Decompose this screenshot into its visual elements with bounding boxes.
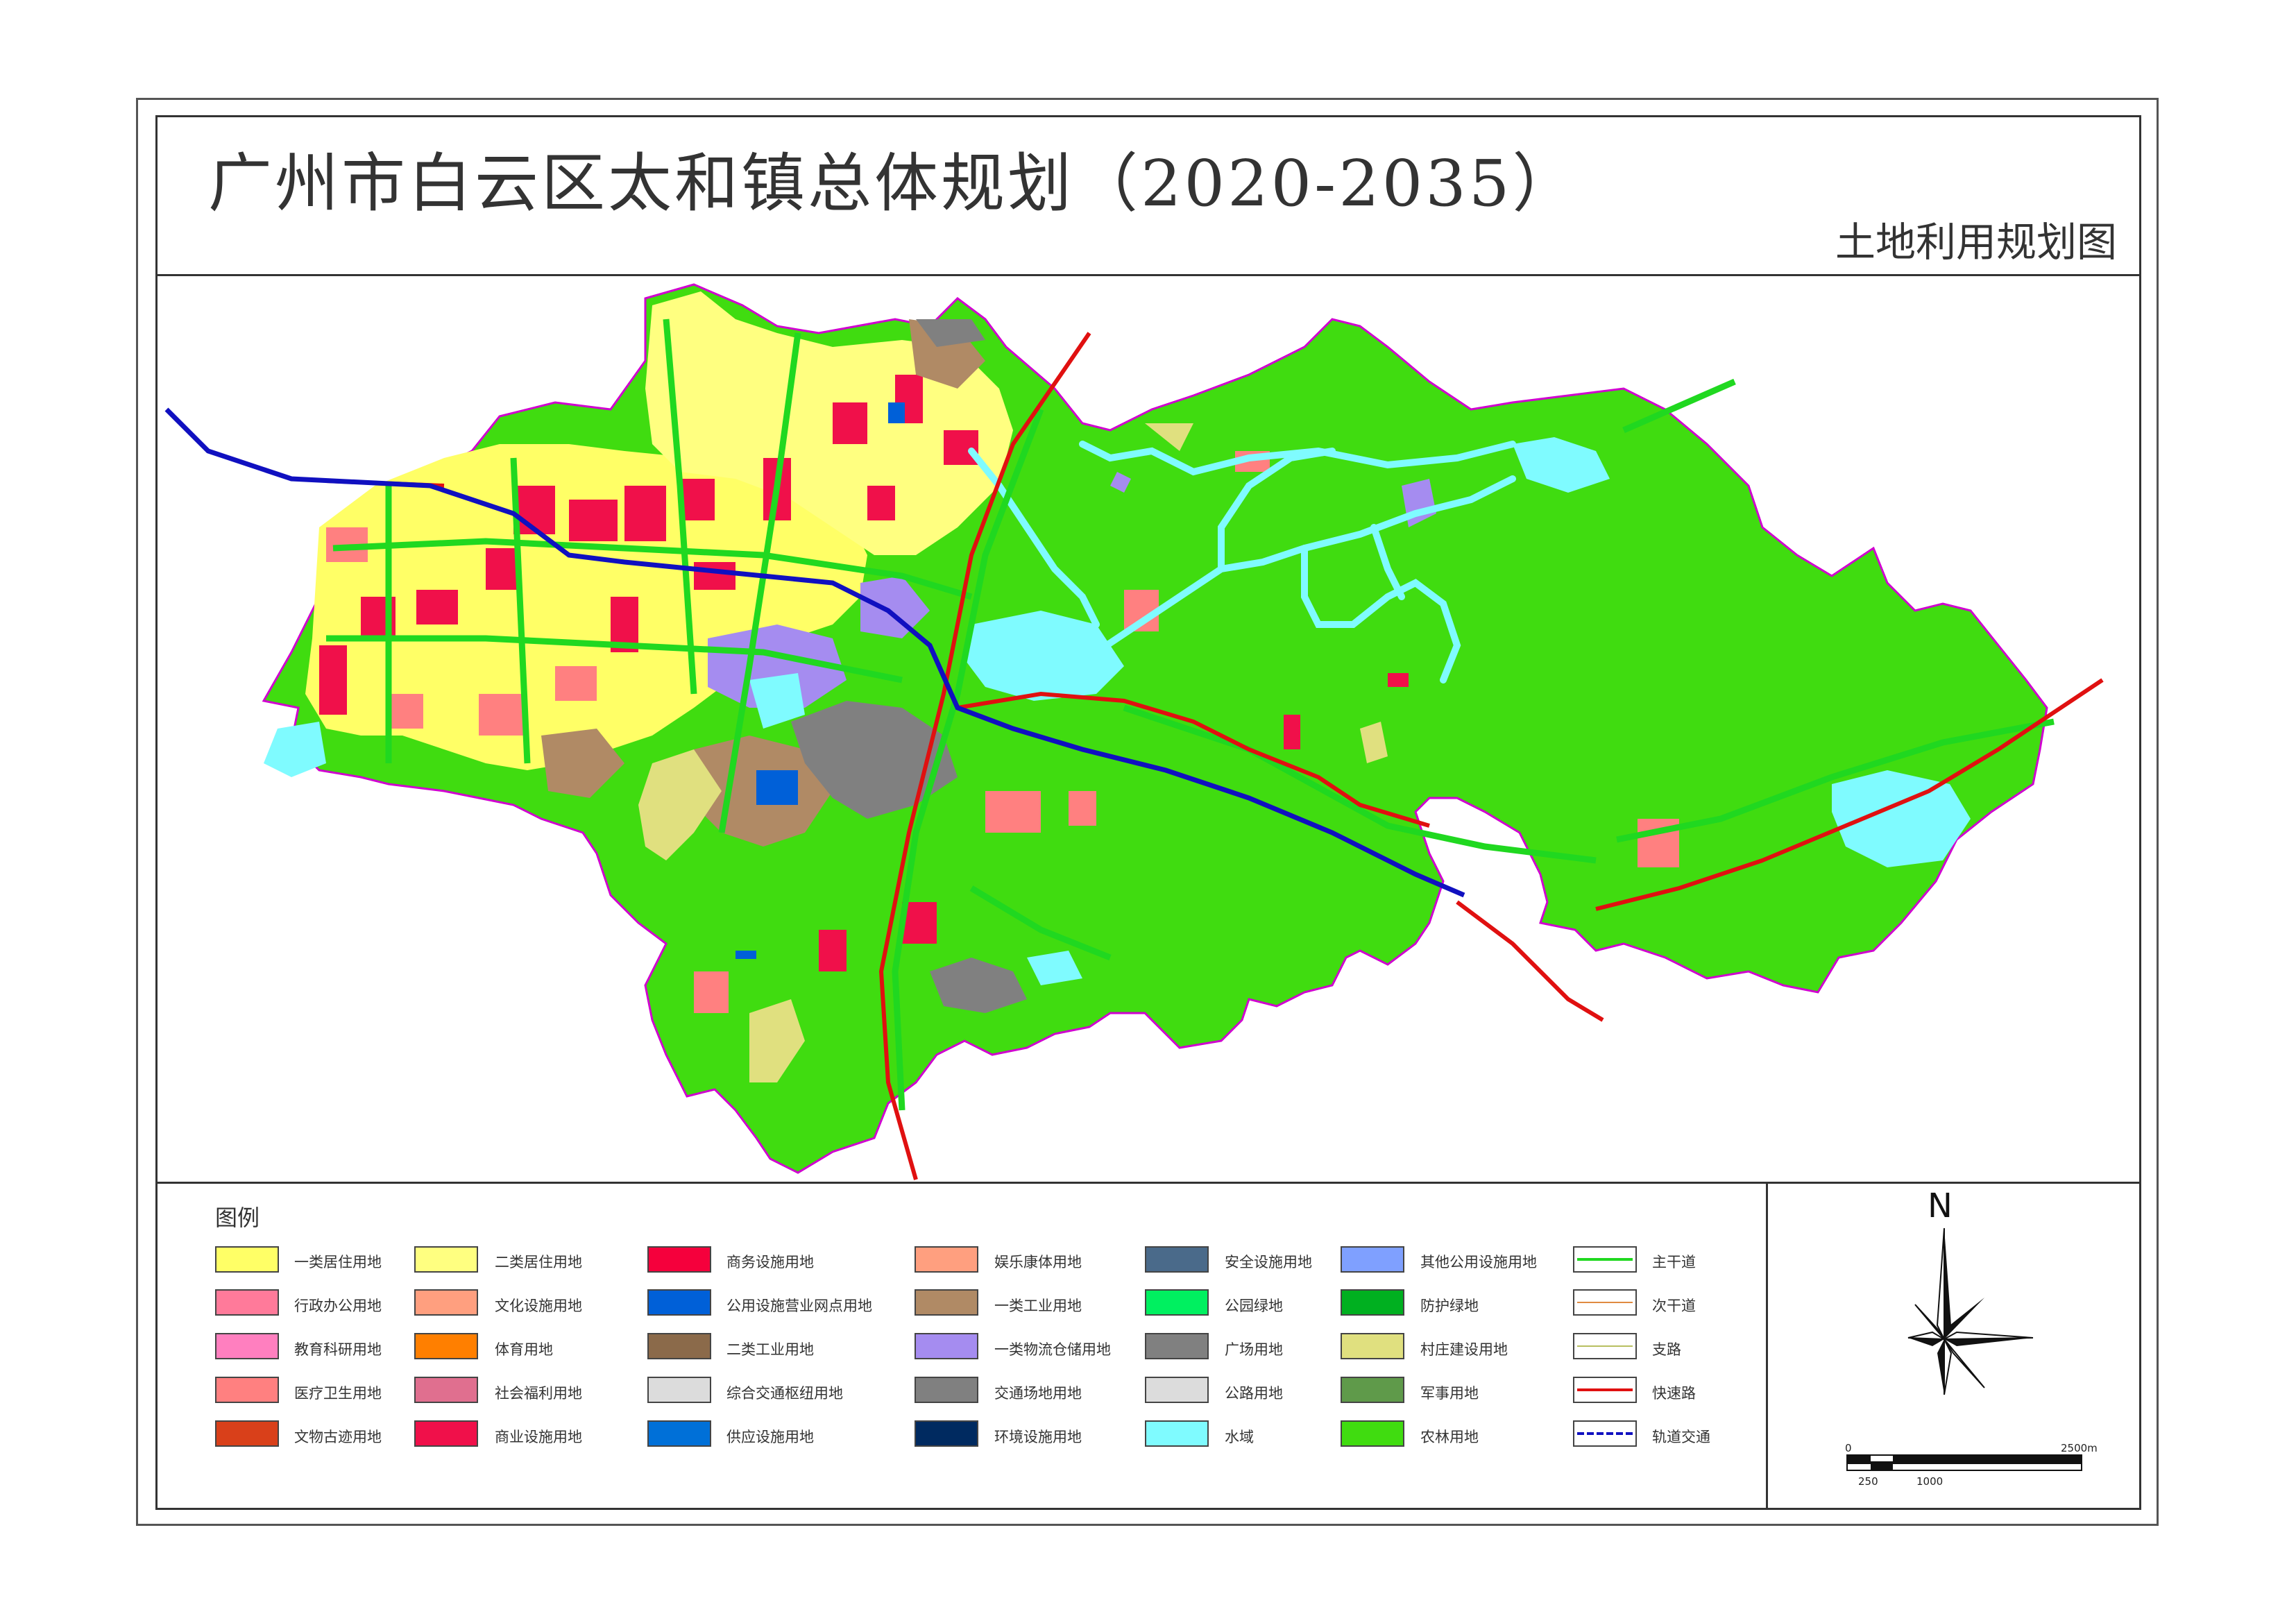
legend-label: 军事用地 [1420, 1385, 1479, 1402]
legend-swatch-logistics [915, 1333, 978, 1359]
legend-label: 医疗卫生用地 [294, 1385, 382, 1402]
legend-label: 文物古迹用地 [294, 1429, 382, 1445]
legend-swatch-plaza [1145, 1333, 1209, 1359]
map-outer-frame [136, 98, 2159, 1526]
legend-swatch-highway [1145, 1377, 1209, 1403]
commercial-patches [319, 375, 1409, 971]
legend-swatch-transport-yard [915, 1377, 978, 1403]
legend-label: 公园绿地 [1225, 1298, 1283, 1314]
legend-label: 综合交通枢纽用地 [726, 1385, 843, 1402]
legend-label: 水域 [1225, 1429, 1254, 1445]
village-zones [638, 423, 1388, 1082]
legend-label: 供应设施用地 [726, 1429, 814, 1445]
legend-panel [155, 1182, 1766, 1510]
legend-label: 公用设施营业网点用地 [726, 1298, 872, 1314]
legend-swatch-industrial-1 [915, 1289, 978, 1316]
transport-zones [791, 319, 1027, 1013]
legend-swatch-recreation [915, 1246, 978, 1273]
legend-swatch-culture [414, 1289, 478, 1316]
legend-swatch-secondary-road [1573, 1289, 1637, 1316]
legend-swatch-sports [414, 1333, 478, 1359]
legend-label: 安全设施用地 [1225, 1254, 1312, 1271]
legend-swatch-commercial [414, 1420, 478, 1447]
utility-patches [735, 402, 905, 959]
legend-swatch-residential-1 [215, 1246, 279, 1273]
legend-label: 行政办公用地 [294, 1298, 382, 1314]
title-band [155, 115, 2141, 276]
legend-swatch-village [1341, 1333, 1404, 1359]
legend-label: 交通场地用地 [994, 1385, 1082, 1402]
legend-label: 支路 [1652, 1341, 1681, 1358]
legend-swatch-education [215, 1333, 279, 1359]
north-label: N [1928, 1187, 1953, 1225]
legend-label: 轨道交通 [1652, 1429, 1710, 1445]
legend-swatch-expressway [1573, 1377, 1637, 1403]
legend-label: 农林用地 [1420, 1429, 1479, 1445]
legend-swatch-main-road [1573, 1246, 1637, 1273]
legend-label: 二类居住用地 [495, 1254, 582, 1271]
legend-swatch-rail [1573, 1420, 1637, 1447]
legend-swatch-heritage [215, 1420, 279, 1447]
legend-label: 快速路 [1652, 1385, 1696, 1402]
legend-swatch-farmland [1341, 1420, 1404, 1447]
legend-label: 防护绿地 [1420, 1298, 1479, 1314]
legend-label: 一类居住用地 [294, 1254, 382, 1271]
legend-swatch-environment [915, 1420, 978, 1447]
legend-label: 教育科研用地 [294, 1341, 382, 1358]
rail-transit [164, 407, 1465, 898]
rivers [968, 441, 1516, 683]
expressways [325, 332, 2104, 1180]
legend-label: 主干道 [1652, 1254, 1696, 1271]
legend-swatch-other-public [1341, 1246, 1404, 1273]
legend-swatch-water [1145, 1420, 1209, 1447]
land-use-map[interactable] [158, 276, 2139, 1180]
compass-panel [1766, 1182, 2141, 1510]
legend-title: 图例 [215, 1205, 260, 1231]
public-service-patches [326, 451, 1679, 1013]
legend-swatch-safety [1145, 1246, 1209, 1273]
legend-label: 商业设施用地 [495, 1429, 582, 1445]
scale-label-250: 250 [1858, 1475, 1878, 1488]
residential-zone-west [305, 444, 867, 770]
legend-label: 文化设施用地 [495, 1298, 582, 1314]
map-subtitle: 土地利用规划图 [1835, 219, 2117, 266]
legend-swatch-military [1341, 1377, 1404, 1403]
legend-label: 社会福利用地 [495, 1385, 582, 1402]
legend-label: 村庄建设用地 [1420, 1341, 1508, 1358]
legend-label: 一类工业用地 [994, 1298, 1082, 1314]
legend-label: 环境设施用地 [994, 1429, 1082, 1445]
legend-swatch-admin [215, 1289, 279, 1316]
map-title: 广州市白云区太和镇总体规划（2020-2035） [208, 146, 1579, 221]
legend-swatch-business [647, 1246, 711, 1273]
legend-swatch-medical [215, 1377, 279, 1403]
legend-label: 体育用地 [495, 1341, 553, 1358]
legend-swatch-industrial-2 [647, 1333, 711, 1359]
legend-swatch-public-outlets [647, 1289, 711, 1316]
scale-label-1000: 1000 [1916, 1475, 1944, 1488]
legend-label: 商务设施用地 [726, 1254, 814, 1271]
legend-swatch-welfare [414, 1377, 478, 1403]
legend-label: 二类工业用地 [726, 1341, 814, 1358]
legend-swatch-protective-green [1341, 1289, 1404, 1316]
legend-label: 广场用地 [1225, 1341, 1283, 1358]
scale-label-zero: 0 [1845, 1442, 1852, 1454]
legend-label: 公路用地 [1225, 1385, 1283, 1402]
water-bodies [264, 437, 1971, 985]
scale-bar [1846, 1454, 2082, 1471]
legend-swatch-branch-road [1573, 1333, 1637, 1359]
legend-swatch-transport-hub [647, 1377, 711, 1403]
legend-label: 娱乐康体用地 [994, 1254, 1082, 1271]
legend-label: 一类物流仓储用地 [994, 1341, 1111, 1358]
legend-swatch-park [1145, 1289, 1209, 1316]
scale-label-end: 2500m [2061, 1442, 2098, 1454]
legend-swatch-residential-2 [414, 1246, 478, 1273]
legend-swatch-supply [647, 1420, 711, 1447]
map-inner-frame [155, 115, 2141, 1510]
north-arrow-icon [1907, 1227, 2034, 1395]
main-roads [326, 318, 2055, 1111]
legend-label: 其他公用设施用地 [1420, 1254, 1537, 1271]
legend-label: 次干道 [1652, 1298, 1696, 1314]
